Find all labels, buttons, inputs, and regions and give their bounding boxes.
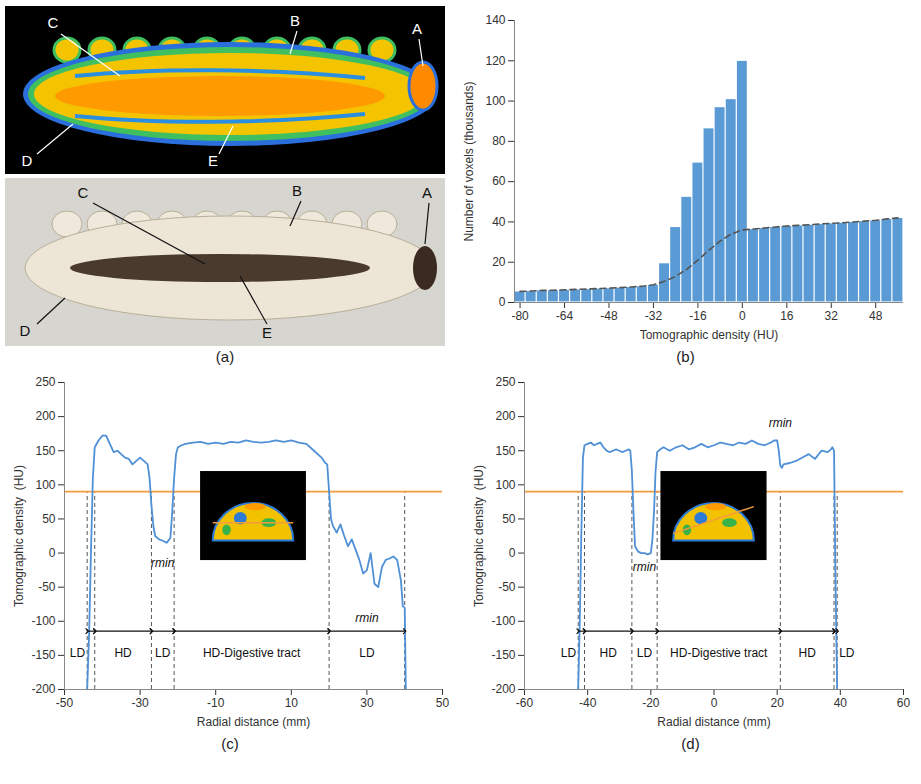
svg-text:20: 20 [492,255,506,269]
svg-text:HD-Digestive tract: HD-Digestive tract [203,646,301,660]
svg-text:HD: HD [600,646,618,660]
svg-text:40: 40 [492,215,506,229]
svg-text:HD: HD [114,646,132,660]
svg-text:-100: -100 [491,614,515,628]
svg-text:LD: LD [561,646,577,660]
svg-text:C: C [48,14,59,31]
svg-text:0: 0 [711,696,718,710]
svg-text:150: 150 [35,444,55,458]
svg-text:-150: -150 [491,648,515,662]
svg-text:48: 48 [869,309,883,323]
svg-text:0: 0 [739,309,746,323]
svg-text:-16: -16 [689,309,707,323]
svg-text:-64: -64 [556,309,574,323]
svg-text:50: 50 [502,512,516,526]
svg-text:rmin: rmin [769,416,793,430]
svg-text:-48: -48 [600,309,618,323]
svg-text:200: 200 [35,409,55,423]
svg-text:-200: -200 [491,682,515,696]
svg-text:Number of voxels (thousands): Number of voxels (thousands) [462,81,476,241]
svg-text:250: 250 [495,375,515,389]
svg-text:rmin: rmin [355,611,379,625]
svg-text:60: 60 [492,174,506,188]
svg-text:0: 0 [509,546,516,560]
svg-text:-10: -10 [207,696,225,710]
svg-text:-30: -30 [131,696,149,710]
svg-text:D: D [22,152,33,169]
svg-text:E: E [208,152,218,169]
svg-text:LD: LD [70,646,86,660]
svg-text:100: 100 [495,478,515,492]
svg-text:60: 60 [897,696,911,710]
svg-text:-60: -60 [516,696,534,710]
svg-text:LD: LD [155,646,171,660]
svg-text:A: A [422,184,432,201]
svg-text:-50: -50 [38,580,56,594]
svg-text:100: 100 [485,94,505,108]
svg-text:LD: LD [637,646,653,660]
html-text:(d): (d) [681,735,700,752]
svg-text:0: 0 [49,546,56,560]
svg-text:200: 200 [495,409,515,423]
svg-text:rmin: rmin [633,560,657,574]
svg-text:rmin: rmin [151,556,175,570]
svg-text:-100: -100 [31,614,55,628]
svg-text:-50: -50 [498,580,516,594]
svg-text:B: B [290,12,300,29]
svg-text:250: 250 [35,375,55,389]
svg-text:16: 16 [780,309,794,323]
svg-text:-40: -40 [579,696,597,710]
svg-text:LD: LD [359,646,375,660]
svg-text:LD: LD [839,646,855,660]
svg-text:Tomographic density (HU): Tomographic density (HU) [472,465,486,607]
svg-text:0: 0 [499,295,506,309]
html-text:(c): (c) [221,735,239,752]
svg-text:30: 30 [360,696,374,710]
svg-text:-200: -200 [31,682,55,696]
svg-text:D: D [20,322,31,339]
svg-text:HD: HD [798,646,816,660]
svg-text:40: 40 [834,696,848,710]
svg-text:-32: -32 [645,309,663,323]
svg-text:80: 80 [492,134,506,148]
html-text:(b): (b) [676,348,695,365]
svg-text:50: 50 [436,696,450,710]
svg-text:140: 140 [485,13,505,27]
svg-text:C: C [78,184,89,201]
svg-text:-20: -20 [642,696,660,710]
svg-text:Radial distance (mm): Radial distance (mm) [197,715,310,729]
svg-text:E: E [262,324,272,341]
svg-text:B: B [292,182,302,199]
html-text:(a): (a) [215,348,235,365]
svg-text:Tomographic density (HU): Tomographic density (HU) [640,328,779,342]
svg-text:Radial distance (mm): Radial distance (mm) [657,715,770,729]
svg-text:50: 50 [42,512,56,526]
svg-text:-150: -150 [31,648,55,662]
svg-text:Tomographic density (HU): Tomographic density (HU) [12,465,26,607]
svg-text:10: 10 [285,696,299,710]
svg-text:A: A [412,20,422,37]
svg-text:-80: -80 [511,309,529,323]
svg-text:120: 120 [485,54,505,68]
svg-text:32: 32 [825,309,839,323]
svg-text:HD-Digestive tract: HD-Digestive tract [670,646,768,660]
svg-text:100: 100 [35,478,55,492]
svg-text:-50: -50 [56,696,74,710]
svg-text:150: 150 [495,444,515,458]
svg-text:20: 20 [770,696,784,710]
